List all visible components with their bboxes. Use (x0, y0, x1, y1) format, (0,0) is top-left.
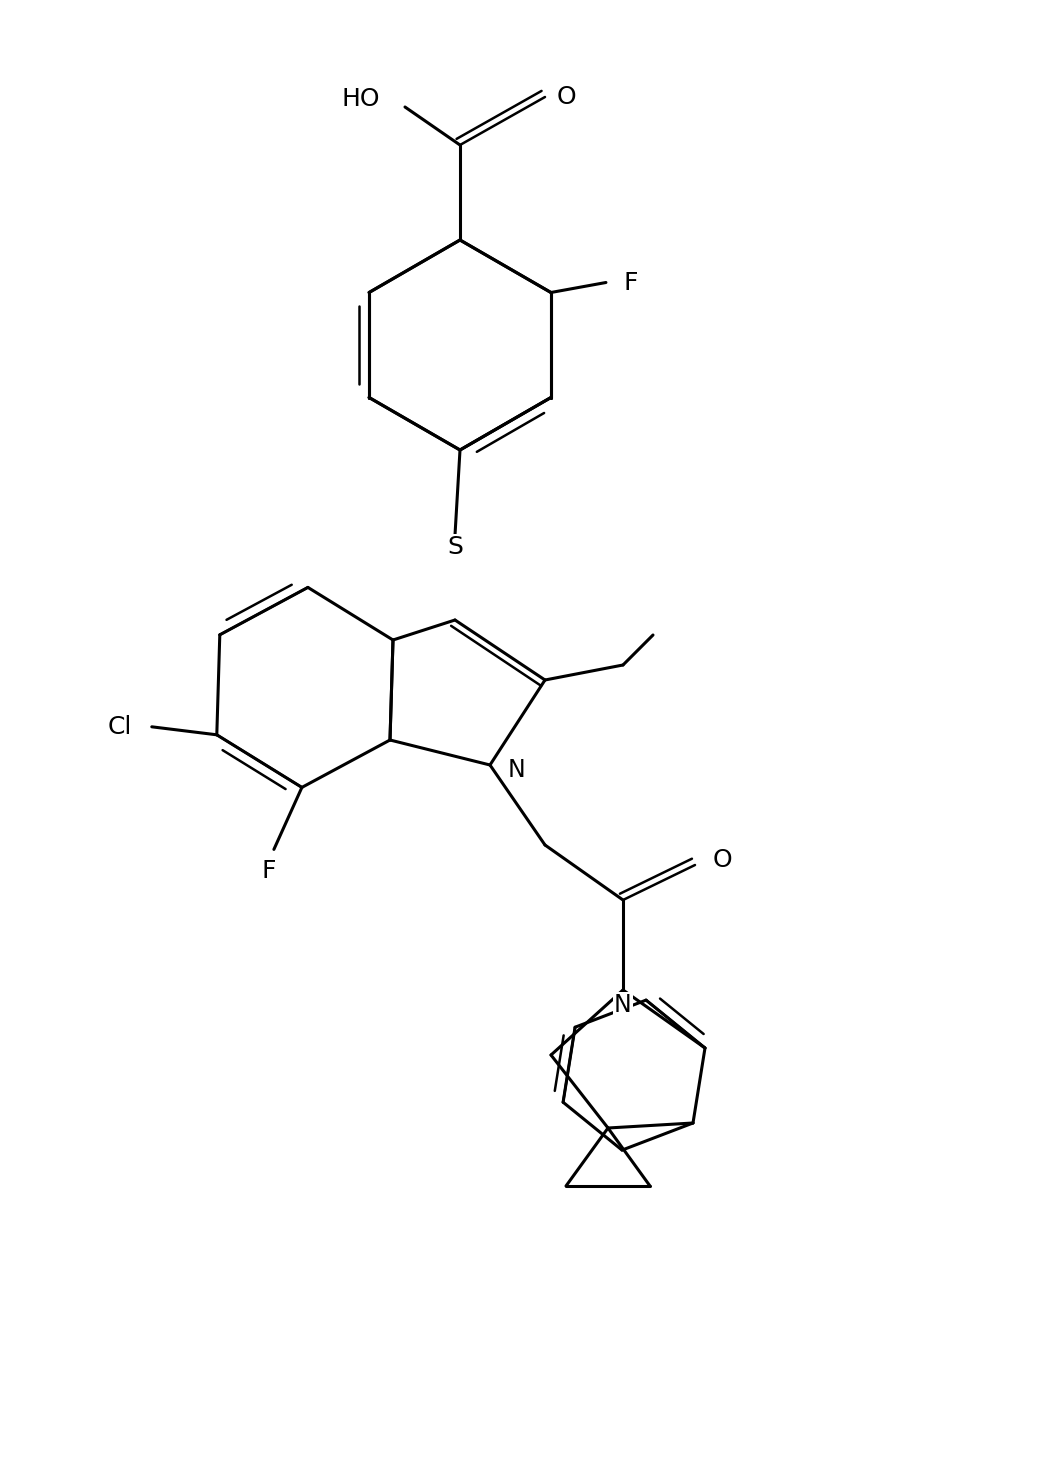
Text: F: F (623, 270, 638, 295)
Text: S: S (447, 534, 463, 559)
Text: O: O (713, 848, 732, 872)
Text: HO: HO (341, 88, 380, 111)
Text: O: O (558, 85, 576, 110)
Text: N: N (614, 993, 632, 1018)
Text: F: F (262, 860, 276, 883)
Text: Cl: Cl (108, 715, 132, 739)
Text: N: N (508, 758, 526, 783)
